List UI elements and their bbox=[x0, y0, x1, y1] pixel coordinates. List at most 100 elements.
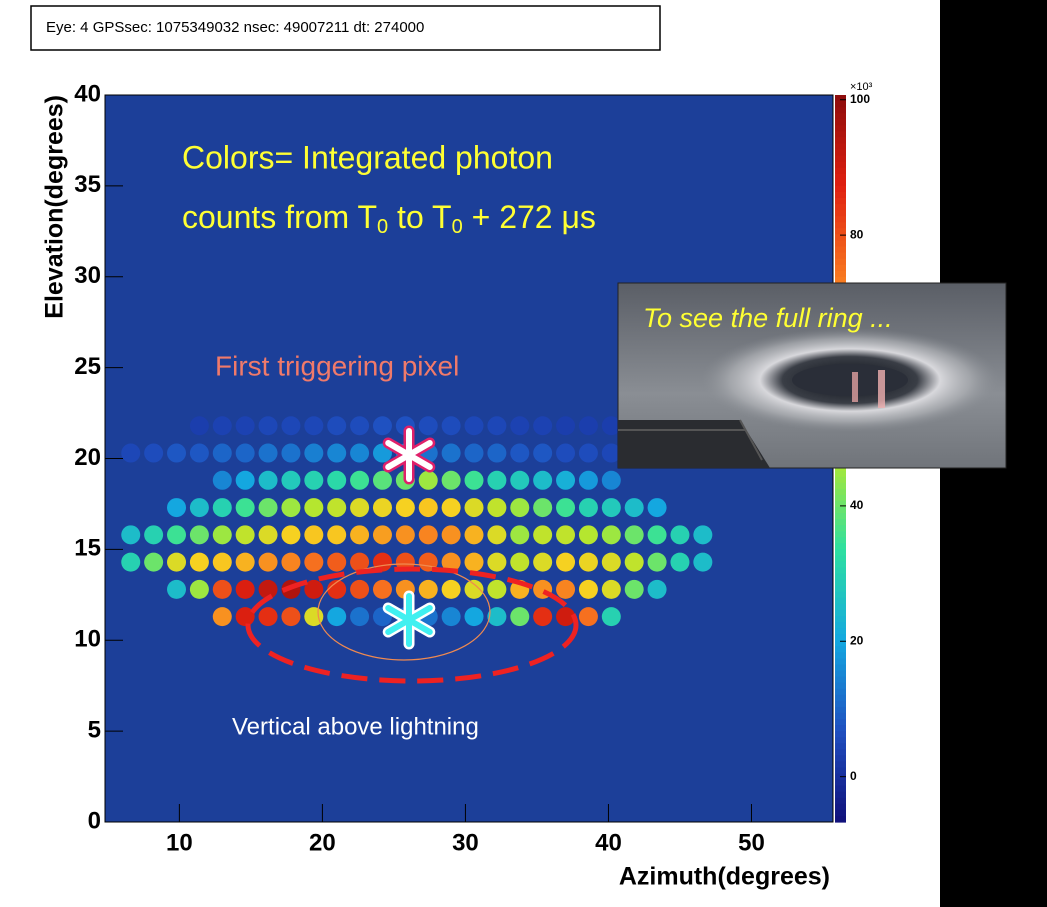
pixel bbox=[624, 498, 644, 518]
pixel bbox=[372, 416, 392, 436]
colorbar-cell bbox=[835, 688, 846, 696]
colorbar-cell bbox=[835, 113, 846, 120]
pixel bbox=[441, 498, 461, 518]
pixel bbox=[304, 552, 324, 572]
header-text: Eye: 4 GPSsec: 1075349032 nsec: 49007211… bbox=[46, 19, 424, 36]
colorbar-cell bbox=[835, 561, 846, 569]
pixel bbox=[235, 579, 255, 599]
colorbar-cell bbox=[835, 264, 846, 272]
pixel bbox=[624, 579, 644, 599]
pixel bbox=[487, 552, 507, 572]
colorbar-cell bbox=[835, 531, 846, 538]
pixel bbox=[578, 470, 598, 490]
pixel bbox=[258, 470, 278, 490]
colorbar-cell bbox=[835, 785, 846, 793]
colorbar-multiplier: ×10³ bbox=[850, 81, 873, 93]
colors-note-part: 0 bbox=[377, 216, 388, 238]
colorbar-cell bbox=[835, 155, 846, 163]
pixel bbox=[281, 470, 301, 490]
pixel bbox=[441, 525, 461, 545]
pixel bbox=[304, 470, 324, 490]
colorbar-cell bbox=[835, 494, 846, 502]
colorbar-cell bbox=[835, 525, 846, 532]
colorbar-cell bbox=[835, 543, 846, 550]
x-tick-label: 10 bbox=[166, 829, 193, 856]
pixel bbox=[487, 607, 507, 627]
pixel bbox=[510, 443, 530, 463]
pixel bbox=[556, 607, 576, 627]
colorbar-cell bbox=[835, 779, 846, 787]
pixel bbox=[395, 498, 415, 518]
pixel bbox=[281, 552, 301, 572]
pixel bbox=[533, 443, 553, 463]
pixel bbox=[258, 552, 278, 572]
vertical-note: Vertical above lightning bbox=[232, 713, 479, 740]
pixel bbox=[258, 498, 278, 518]
pixel bbox=[670, 552, 690, 572]
x-tick-label: 50 bbox=[738, 829, 765, 856]
colorbar-cell bbox=[835, 476, 846, 484]
colorbar-cell bbox=[835, 488, 846, 496]
colorbar-cell bbox=[835, 107, 846, 114]
y-tick-label: 25 bbox=[74, 353, 101, 380]
colorbar-cell bbox=[835, 258, 846, 266]
pixel bbox=[647, 498, 667, 518]
pixel bbox=[281, 416, 301, 436]
colorbar-cell bbox=[835, 809, 846, 817]
pixel bbox=[464, 470, 484, 490]
pixel bbox=[258, 416, 278, 436]
colors-note-part: + 272 bbox=[463, 199, 562, 235]
pixel bbox=[647, 579, 667, 599]
colors-note-part: 0 bbox=[452, 216, 463, 238]
inset-note: To see the full ring ... bbox=[643, 303, 893, 333]
pixel bbox=[212, 525, 232, 545]
pixel bbox=[167, 525, 187, 545]
pixel bbox=[235, 443, 255, 463]
header-box bbox=[30, 5, 661, 51]
y-tick-label: 5 bbox=[88, 716, 101, 743]
pixel bbox=[441, 579, 461, 599]
pixel bbox=[601, 470, 621, 490]
colorbar-cell bbox=[835, 603, 846, 611]
colorbar-cell bbox=[835, 743, 846, 750]
colorbar-cell bbox=[835, 143, 846, 151]
pixel bbox=[670, 525, 690, 545]
pixel bbox=[533, 498, 553, 518]
colorbar-label: 20 bbox=[850, 633, 864, 647]
colorbar-cell bbox=[835, 185, 846, 193]
star bbox=[385, 605, 433, 635]
pixel bbox=[578, 443, 598, 463]
colorbar-cell bbox=[835, 579, 846, 587]
pixel bbox=[556, 470, 576, 490]
colorbar-cell bbox=[835, 197, 846, 205]
pixel bbox=[350, 443, 370, 463]
colorbar-cell bbox=[835, 246, 846, 254]
colorbar-cell bbox=[835, 585, 846, 593]
pixel bbox=[327, 416, 347, 436]
pixel bbox=[578, 579, 598, 599]
pixel bbox=[647, 525, 667, 545]
pixel bbox=[189, 443, 209, 463]
colorbar-cell bbox=[835, 470, 846, 478]
colorbar-cell bbox=[835, 119, 846, 126]
colorbar-cell bbox=[835, 137, 846, 145]
colorbar-cell bbox=[835, 125, 846, 132]
pixel bbox=[556, 525, 576, 545]
ring-ellipse bbox=[245, 566, 579, 684]
colorbar-cell bbox=[835, 755, 846, 763]
colorbar-cell bbox=[835, 234, 846, 241]
colorbar-cell bbox=[835, 749, 846, 756]
colorbar-cell bbox=[835, 167, 846, 175]
colorbar-label: 100 bbox=[850, 92, 870, 106]
pixel bbox=[144, 443, 164, 463]
colorbar-cell bbox=[835, 513, 846, 520]
colorbar-cell bbox=[835, 616, 846, 623]
colorbar-cell bbox=[835, 803, 846, 811]
colorbar-cell bbox=[835, 191, 846, 199]
pixel bbox=[418, 498, 438, 518]
colorbar-cell bbox=[835, 694, 846, 702]
pixel bbox=[601, 552, 621, 572]
colorbar-cell bbox=[835, 676, 846, 684]
colorbar-cell bbox=[835, 276, 846, 284]
pixel bbox=[350, 470, 370, 490]
